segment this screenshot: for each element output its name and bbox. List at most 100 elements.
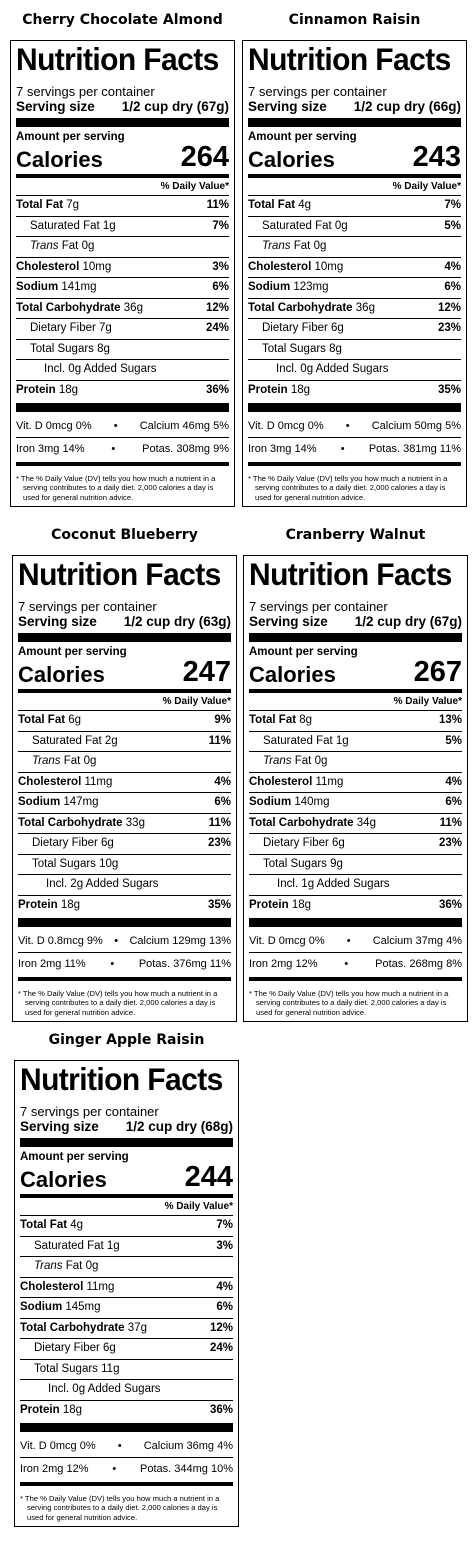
amount-per-serving: Amount per serving [18, 646, 127, 658]
total-sugars-row: Total Sugars 8g [248, 340, 461, 360]
total-fat-label: Total Fat [248, 199, 296, 211]
dietary-fiber-dv: 23% [437, 322, 461, 334]
total-carbohydrate-dv: 12% [205, 301, 229, 314]
total-carbohydrate-dv: 11% [208, 816, 231, 829]
vitamin-row: Vit. D 0mcg 0% • Calcium 36mg 4% [20, 1435, 233, 1458]
saturated-fat-row: Saturated Fat 0g 5% [248, 217, 461, 237]
label-heading: Nutrition Facts [20, 1062, 223, 1098]
saturated-fat-row: Saturated Fat 1g 7% [16, 217, 229, 237]
mineral-row: Iron 2mg 12% • Potas. 268mg 8% [249, 953, 462, 975]
total-carbohydrate-row: Total Carbohydrate 36g 12% [16, 299, 229, 319]
total-fat-row: Total Fat 4g 7% [248, 196, 461, 217]
label-card-cranberry-walnut: Cranberry Walnut Nutrition Facts 7 servi… [243, 525, 468, 1023]
total-carbohydrate-label: Total Carbohydrate [249, 816, 354, 829]
trans-fat-amount: 0g [81, 240, 95, 252]
protein-label: Protein [18, 898, 58, 911]
trans-fat-row: Trans Fat 0g [20, 1257, 233, 1278]
dietary-fiber-label: Dietary Fiber [34, 1342, 100, 1354]
label-heading: Nutrition Facts [16, 42, 219, 78]
total-sugars-label: Total Sugars [263, 857, 327, 870]
trans-fat-amount: 0g [85, 1260, 99, 1272]
bullet: • [117, 1440, 122, 1452]
dietary-fiber-label: Dietary Fiber [262, 322, 328, 334]
added-sugars-row: Incl. 2g Added Sugars [18, 875, 231, 896]
added-sugars-row: Incl. 1g Added Sugars [249, 875, 462, 896]
protein-row: Protein 18g 36% [249, 896, 462, 916]
calories-row: Calories 244 [20, 1163, 233, 1192]
sodium-amount: 145mg [65, 1301, 101, 1313]
sodium-amount: 123mg [293, 281, 329, 293]
serving-size-row: Serving size 1/2 cup dry (63g) [18, 614, 231, 630]
saturated-fat-amount: 2g [104, 734, 118, 747]
potassium: Potas. 268mg 8% [375, 958, 462, 970]
cholesterol-amount: 10mg [82, 260, 112, 273]
label-card-cinnamon-raisin: Cinnamon Raisin Nutrition Facts 7 servin… [242, 10, 467, 508]
added-sugars-label: Added Sugars [316, 878, 390, 890]
footnote: * The % Daily Value (DV) tells you how m… [20, 1494, 220, 1522]
cholesterol-amount: 11mg [86, 1280, 115, 1293]
daily-value-header: % Daily Value* [16, 180, 229, 196]
footnote: * The % Daily Value (DV) tells you how m… [248, 474, 448, 502]
total-carbohydrate-dv: 11% [439, 816, 462, 829]
iron: Iron 2mg 11% [18, 958, 86, 970]
calories-label: Calories [16, 147, 103, 172]
nutrition-facts-label: Nutrition Facts 7 servings per container… [10, 40, 235, 508]
mineral-row: Iron 2mg 11% • Potas. 376mg 11% [18, 953, 231, 975]
calories-label: Calories [20, 1167, 107, 1192]
sodium-amount: 140mg [294, 796, 330, 808]
dietary-fiber-row: Dietary Fiber 6g 24% [20, 1339, 233, 1360]
product-name: Ginger Apple Raisin [48, 1032, 205, 1048]
product-name: Cinnamon Raisin [288, 12, 421, 28]
total-sugars-label: Total Sugars [30, 342, 94, 355]
serving-size-label: Serving size [18, 614, 97, 629]
total-carbohydrate-amount: 36g [123, 301, 143, 314]
added-sugars-label: Added Sugars [83, 363, 157, 375]
saturated-fat-row: Saturated Fat 2g 11% [18, 732, 231, 752]
total-fat-amount: 7g [66, 199, 80, 211]
potassium: Potas. 381mg 11% [368, 443, 461, 455]
protein-label: Protein [20, 1403, 60, 1416]
sodium-row: Sodium 147mg 6% [18, 793, 231, 814]
added-sugars-amount: 1g [301, 878, 315, 890]
bullet: • [345, 420, 350, 432]
serving-size-value: 1/2 cup dry (67g) [121, 99, 229, 114]
serving-size-label: Serving size [248, 99, 327, 114]
protein-amount: 18g [58, 383, 79, 396]
bullet: • [113, 420, 118, 432]
calories-row: Calories 267 [249, 658, 462, 687]
amount-per-serving: Amount per serving [16, 131, 125, 143]
sodium-label: Sodium [16, 281, 59, 293]
total-sugars-label: Total Sugars [32, 857, 96, 870]
saturated-fat-amount: 1g [102, 219, 116, 232]
total-fat-amount: 8g [299, 714, 313, 726]
protein-row: Protein 18g 36% [16, 381, 229, 401]
trans-fat-amount: 0g [314, 755, 328, 767]
total-fat-label: Total Fat [18, 714, 66, 726]
cholesterol-dv: 4% [216, 1280, 233, 1293]
incl-label: Incl. [46, 878, 68, 890]
servings-per-container: 7 servings per container [20, 1104, 159, 1119]
saturated-fat-label: Saturated Fat [30, 219, 100, 232]
protein-dv: 36% [209, 1403, 233, 1416]
total-carbohydrate-label: Total Carbohydrate [18, 816, 123, 829]
saturated-fat-dv: 3% [216, 1239, 233, 1252]
total-carbohydrate-row: Total Carbohydrate 36g 12% [248, 299, 461, 319]
total-carbohydrate-dv: 12% [437, 301, 461, 314]
medium-divider [16, 174, 229, 178]
dietary-fiber-amount: 6g [103, 1342, 116, 1354]
total-sugars-label: Total Sugars [262, 342, 326, 355]
thick-divider [248, 403, 461, 412]
calories-label: Calories [249, 662, 336, 687]
protein-label: Protein [16, 383, 56, 396]
sodium-label: Sodium [248, 281, 291, 293]
total-carbohydrate-row: Total Carbohydrate 37g 12% [20, 1319, 233, 1339]
footnote: * The % Daily Value (DV) tells you how m… [18, 989, 218, 1017]
total-sugars-row: Total Sugars 9g [249, 855, 462, 875]
bullet: • [340, 443, 345, 455]
footnote-divider [249, 977, 462, 981]
protein-label: Protein [249, 898, 289, 911]
mineral-row: Iron 3mg 14% • Potas. 308mg 9% [16, 438, 229, 460]
sodium-label: Sodium [20, 1301, 63, 1313]
dietary-fiber-dv: 24% [209, 1342, 233, 1354]
total-fat-amount: 6g [68, 714, 82, 726]
